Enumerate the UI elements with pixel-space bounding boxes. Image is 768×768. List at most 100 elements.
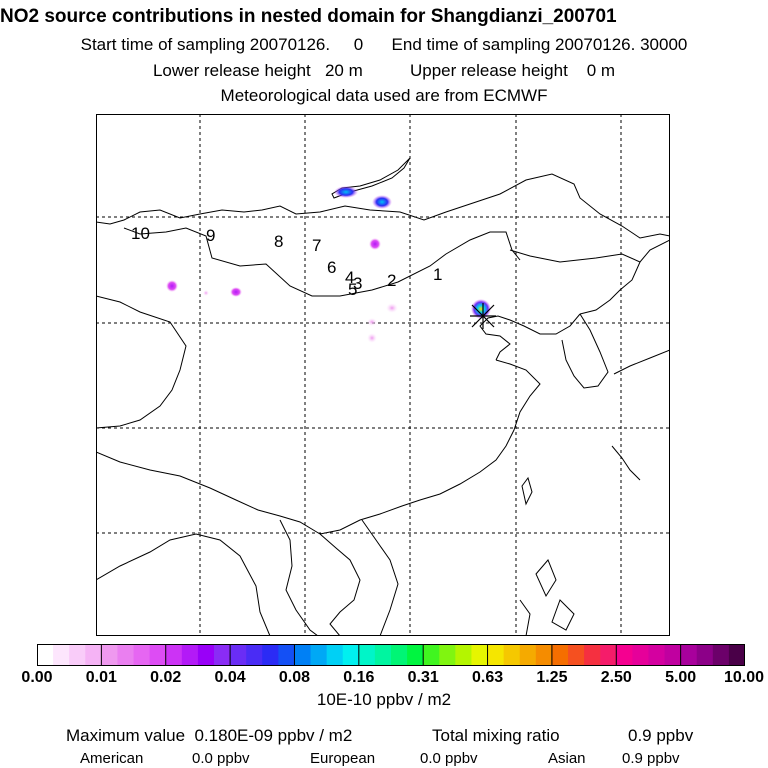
plume-central-2 xyxy=(386,303,398,313)
region-label-8: 8 xyxy=(274,232,283,251)
colorbar-swatch xyxy=(358,644,376,666)
colorbar-swatch xyxy=(600,644,617,666)
region-label-5: 5 xyxy=(348,280,357,299)
colorbar-swatch xyxy=(310,644,328,666)
colorbar-tick-label: 0.63 xyxy=(471,669,504,686)
colorbar-swatch xyxy=(197,644,215,666)
colorbar-swatch xyxy=(294,644,312,666)
colorbar-swatch xyxy=(568,644,585,666)
colorbar-swatch xyxy=(519,644,537,666)
colorbar-tick-label: 0.02 xyxy=(150,669,182,686)
asian-value: 0.9 ppbv xyxy=(622,750,680,767)
plume-mongolia-north xyxy=(369,238,381,250)
colorbar-swatch xyxy=(85,644,102,666)
region-label-2: 2 xyxy=(387,271,396,290)
plume-west-2 xyxy=(230,287,242,297)
colorbar-swatch xyxy=(584,644,601,666)
colorbar-swatch xyxy=(680,644,698,666)
plume-baikal xyxy=(334,186,358,198)
region-label-10: 10 xyxy=(131,224,150,243)
colorbar-swatch xyxy=(101,644,119,666)
plume-contributions xyxy=(166,186,491,343)
colorbar-swatch xyxy=(181,644,199,666)
map-panel: 1 2 3 4 5 6 7 8 9 10 xyxy=(96,114,670,636)
plume-central-3 xyxy=(367,333,377,343)
colorbar-swatch xyxy=(503,644,521,666)
colorbar-tick-label: 0.00 xyxy=(21,669,53,686)
region-labels: 1 2 3 4 5 6 7 8 9 10 xyxy=(131,224,442,299)
colorbar-swatch xyxy=(374,644,392,666)
colorbar-tick-label: 10.00 xyxy=(723,669,764,686)
colorbar-swatch xyxy=(391,644,408,666)
colorbar-swatch xyxy=(133,644,151,666)
colorbar-tick-label: 0.01 xyxy=(85,669,117,686)
receptor-marker xyxy=(470,303,496,329)
colorbar-tick-label: 5.00 xyxy=(665,669,697,686)
colorbar-swatch xyxy=(230,644,247,666)
colorbar-swatch xyxy=(214,644,231,666)
colorbar-border xyxy=(37,644,745,666)
region-label-1: 1 xyxy=(433,265,442,284)
region-label-6: 6 xyxy=(327,258,336,277)
colorbar-swatch xyxy=(423,644,440,666)
colorbar-swatch xyxy=(262,644,279,666)
colorbar-swatch xyxy=(439,644,456,666)
start-time: Start time of sampling 20070126. 0 xyxy=(80,35,364,54)
colorbar-swatch xyxy=(455,644,473,666)
colorbar-swatch xyxy=(551,644,569,666)
colorbar-tick-label: 0.16 xyxy=(343,669,375,686)
colorbar-swatch xyxy=(471,644,489,666)
colorbar-swatch xyxy=(712,644,730,666)
colorbar-swatch xyxy=(246,644,263,666)
total-mixing-label: Total mixing ratio xyxy=(432,726,560,745)
colorbar-swatch xyxy=(53,644,70,666)
colorbar-swatch xyxy=(487,644,505,666)
american-label: American xyxy=(80,750,144,767)
colorbar-tick-label: 1.25 xyxy=(536,669,568,686)
upper-release-height: Upper release height 0 m xyxy=(409,61,616,80)
met-data-note: Meteorological data used are from ECMWF xyxy=(220,86,548,105)
colorbar-tick-label: 0.31 xyxy=(407,669,439,686)
colorbar-swatch xyxy=(407,644,424,666)
colorbar-swatch xyxy=(728,644,745,666)
american-value: 0.0 ppbv xyxy=(192,750,250,767)
european-label: European xyxy=(310,750,376,767)
colorbar-tick-label: 0.04 xyxy=(214,669,246,686)
sampling-time-row: Start time of sampling 20070126. 0 End t… xyxy=(0,35,768,55)
colorbar-swatch xyxy=(632,644,650,666)
colorbar-units: 10E-10 ppbv / m2 xyxy=(316,690,452,709)
region-label-7: 7 xyxy=(312,236,321,255)
plume-west-1 xyxy=(166,280,178,292)
max-value: Maximum value 0.180E-09 ppbv / m2 xyxy=(66,726,353,745)
colorbar-swatch xyxy=(342,644,360,666)
graticule xyxy=(96,114,670,636)
region-label-4: 4 xyxy=(345,268,354,287)
total-mixing-value: 0.9 ppbv xyxy=(628,726,694,745)
european-value: 0.0 ppbv xyxy=(420,750,478,767)
end-time: End time of sampling 20070126. 30000 xyxy=(391,35,688,54)
colorbar-swatch xyxy=(117,644,135,666)
colorbar-swatch xyxy=(616,644,633,666)
coastlines-borders xyxy=(96,157,670,636)
colorbar-swatch xyxy=(278,644,296,666)
colorbar-swatch xyxy=(696,644,714,666)
colorbar-swatch xyxy=(326,644,344,666)
lower-release-height: Lower release height 20 m xyxy=(152,61,363,80)
plume-central-1 xyxy=(367,318,377,326)
colorbar-swatch xyxy=(69,644,86,666)
colorbar-swatch xyxy=(149,644,167,666)
plume-receptor xyxy=(471,299,491,319)
region-label-9: 9 xyxy=(206,226,215,245)
colorbar-tick-label: 2.50 xyxy=(600,669,632,686)
plume-west-3 xyxy=(203,290,209,296)
colorbar-swatch xyxy=(535,644,553,666)
colorbar-swatch xyxy=(165,644,183,666)
colorbar xyxy=(37,644,745,666)
colorbar-tick-label: 0.08 xyxy=(278,669,311,686)
plume-baikal-east xyxy=(372,195,392,209)
release-height-row: Lower release height 20 m Upper release … xyxy=(0,61,768,81)
region-label-3: 3 xyxy=(353,274,362,293)
plot-title: NO2 source contributions in nested domai… xyxy=(0,6,617,27)
colorbar-swatch xyxy=(648,644,666,666)
colorbar-swatch xyxy=(37,644,54,666)
